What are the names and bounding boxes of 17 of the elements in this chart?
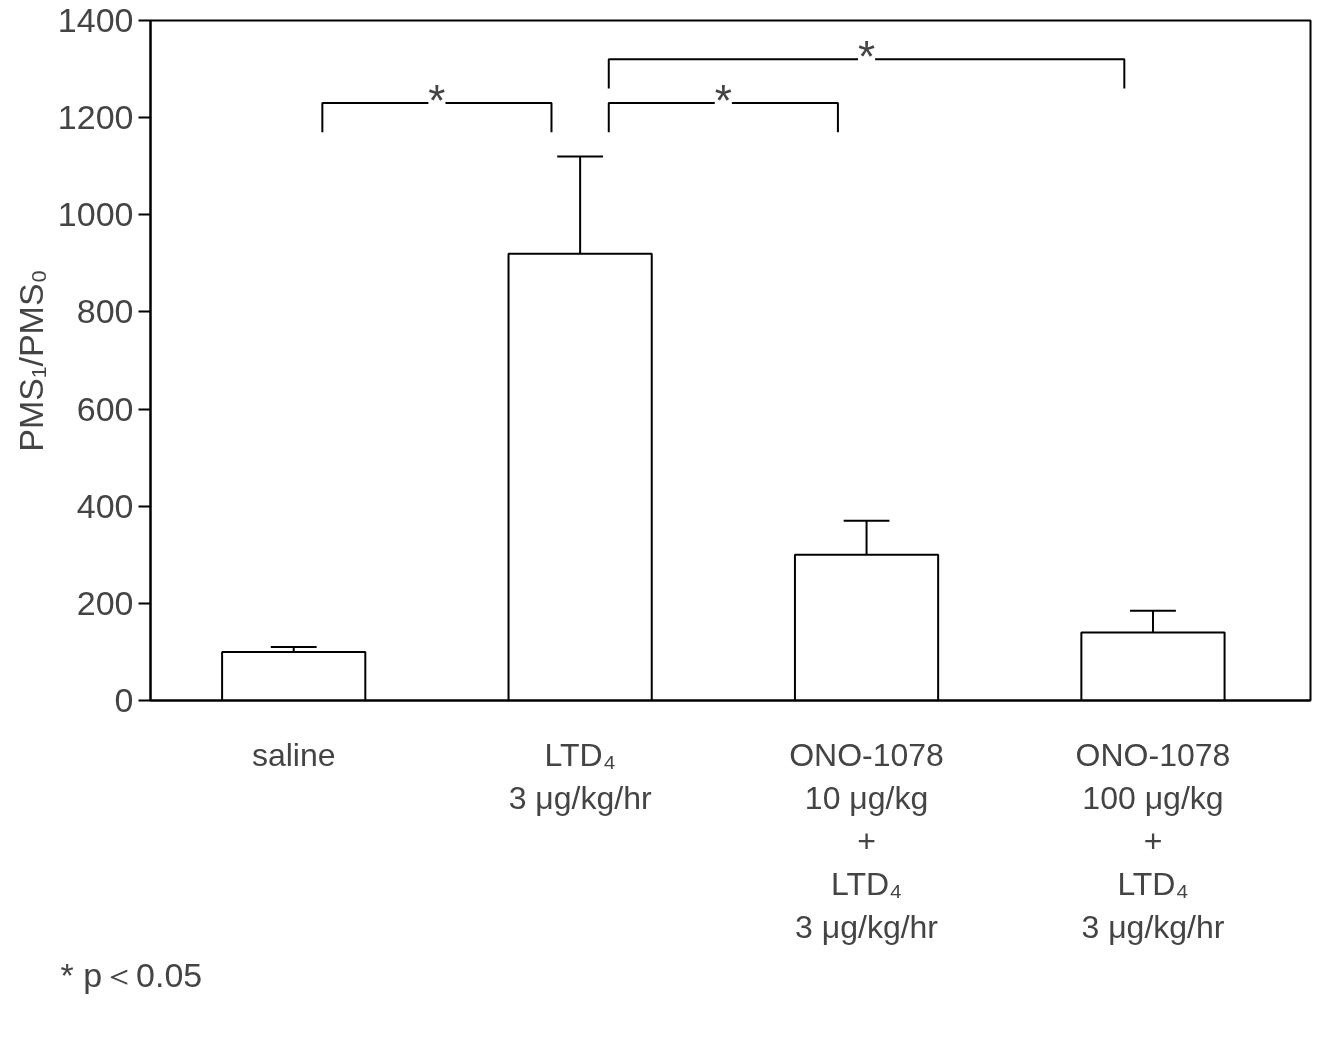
- annotation: *: [714, 75, 732, 125]
- annotation: *: [428, 75, 446, 125]
- x-tick-label: LTD₄ 3 μg/kg/hr: [508, 736, 652, 816]
- y-axis-title: PMS₁/PMS₀: [11, 269, 50, 452]
- y-tick-label: 200: [76, 583, 134, 622]
- y-tick-label: 400: [76, 486, 134, 525]
- y-tick-label: 800: [76, 292, 134, 331]
- y-tick-label: 1400: [57, 1, 134, 39]
- x-tick-label: ONO-1078 10 μg/kg + LTD₄ 3 μg/kg/hr: [789, 736, 944, 946]
- y-tick-label: 1200: [57, 98, 134, 137]
- y-tick-label: 600: [76, 389, 134, 428]
- y-tick-label: 0: [114, 681, 134, 719]
- x-tick-label: saline: [251, 736, 336, 773]
- x-tick-label: ONO-1078 100 μg/kg + LTD₄ 3 μg/kg/hr: [1075, 736, 1231, 946]
- y-tick-label: 1000: [57, 195, 134, 234]
- text: * p＜0.05: [60, 955, 203, 994]
- annotation: *: [857, 32, 876, 82]
